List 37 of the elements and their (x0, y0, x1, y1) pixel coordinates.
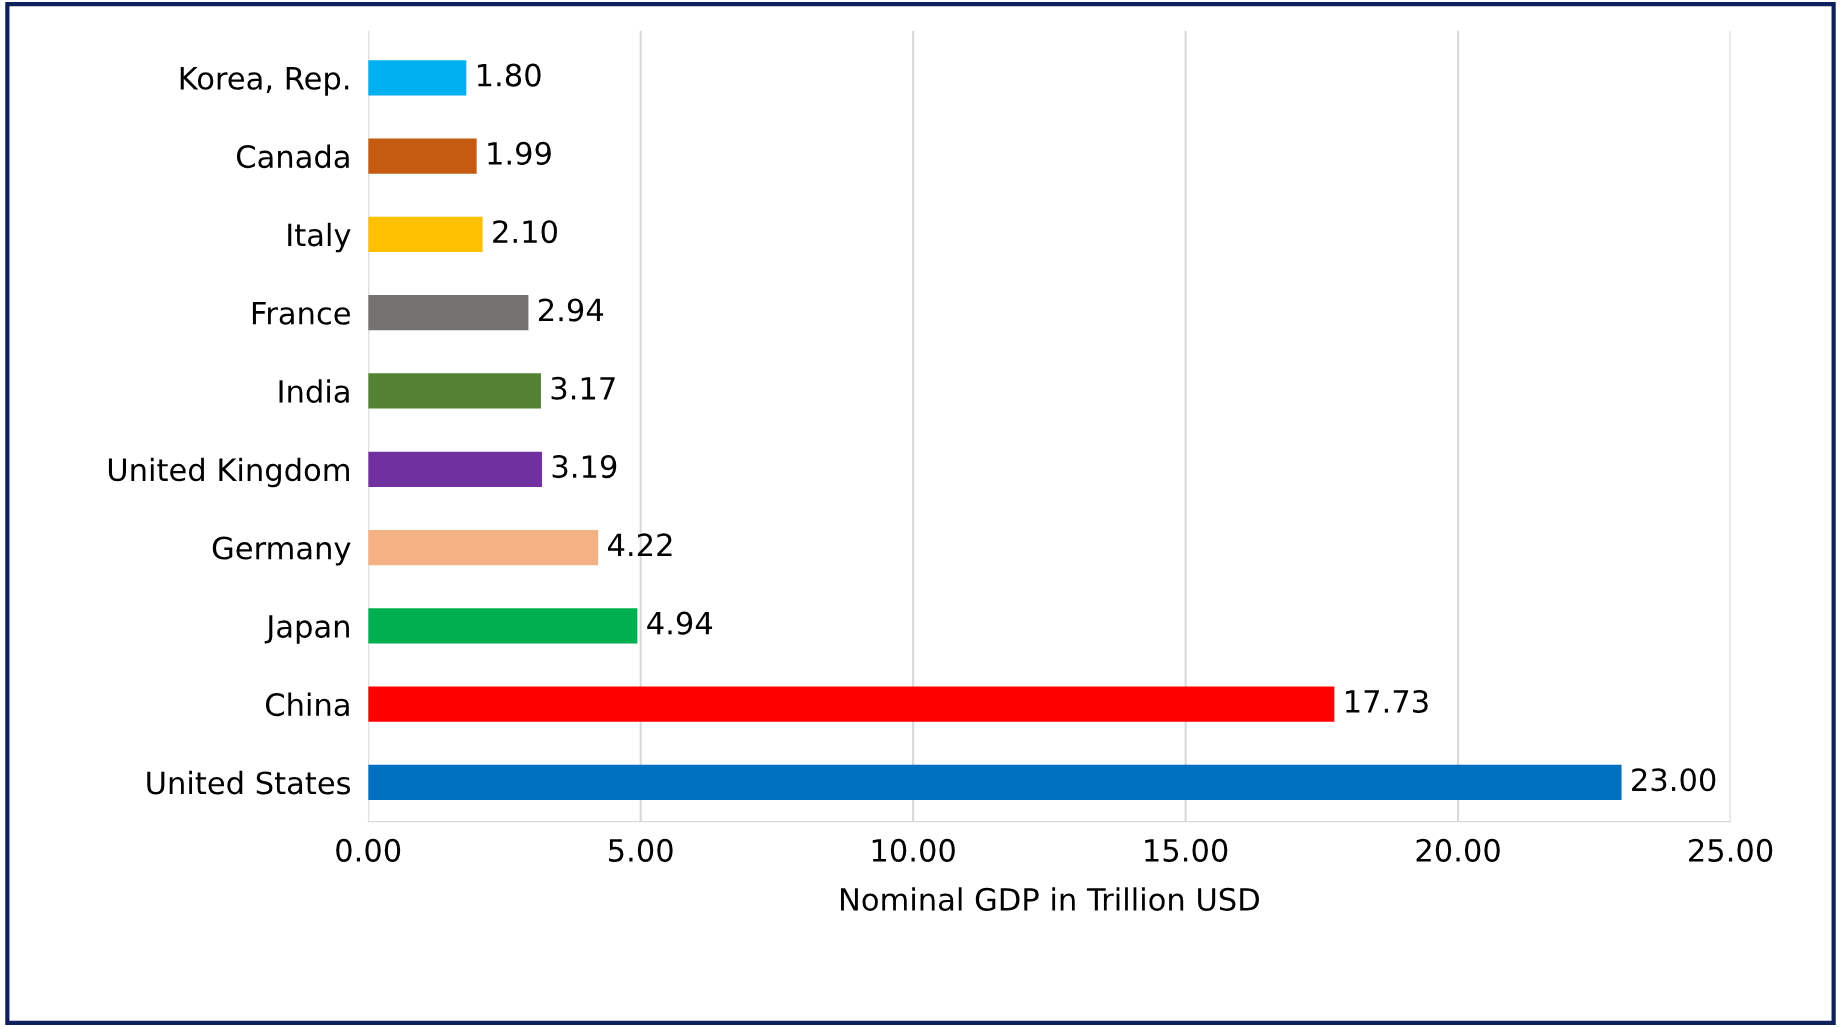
bar (368, 529, 599, 566)
x-tick-label: 0.00 (336, 838, 401, 862)
bar (368, 686, 1335, 722)
data-label: 1.80 (477, 63, 541, 87)
y-tick-label: China (265, 692, 349, 717)
data-label: 3.17 (551, 376, 615, 400)
data-label: 23.00 (1632, 768, 1716, 792)
bar (368, 138, 477, 174)
data-label: 3.19 (552, 455, 617, 479)
bar (368, 373, 541, 409)
bar (368, 608, 638, 644)
data-label: 2.94 (538, 298, 604, 322)
x-tick-label: 25.00 (1689, 838, 1773, 862)
bar (368, 451, 543, 487)
x-axis-title: Nominal GDP in Trillion USD (841, 887, 1259, 911)
y-tick-label: Canada (236, 144, 349, 169)
bar (368, 60, 467, 96)
data-label: 4.22 (607, 533, 672, 556)
y-tick-label: United Kingdom (108, 457, 349, 488)
y-tick-label: Japan (264, 615, 349, 644)
bar (368, 216, 483, 252)
data-label: 4.94 (647, 611, 713, 635)
data-label: 17.73 (1346, 689, 1428, 714)
y-tick-label: Italy (288, 222, 351, 253)
y-tick-label: France (252, 302, 350, 325)
data-label: 2.10 (493, 220, 557, 244)
bar (368, 295, 529, 331)
y-tick-label: Korea, Rep. (180, 67, 349, 96)
data-label: 1.99 (488, 141, 551, 165)
x-tick-label: 5.00 (609, 838, 673, 862)
x-tick-label: 20.00 (1416, 838, 1500, 862)
y-tick-label: United States (147, 770, 351, 795)
x-tick-label: 15.00 (1145, 838, 1228, 862)
x-tick-label: 10.00 (872, 838, 955, 862)
bar (368, 764, 1622, 801)
y-tick-label: India (279, 379, 349, 404)
y-tick-label: Germany (212, 536, 351, 566)
